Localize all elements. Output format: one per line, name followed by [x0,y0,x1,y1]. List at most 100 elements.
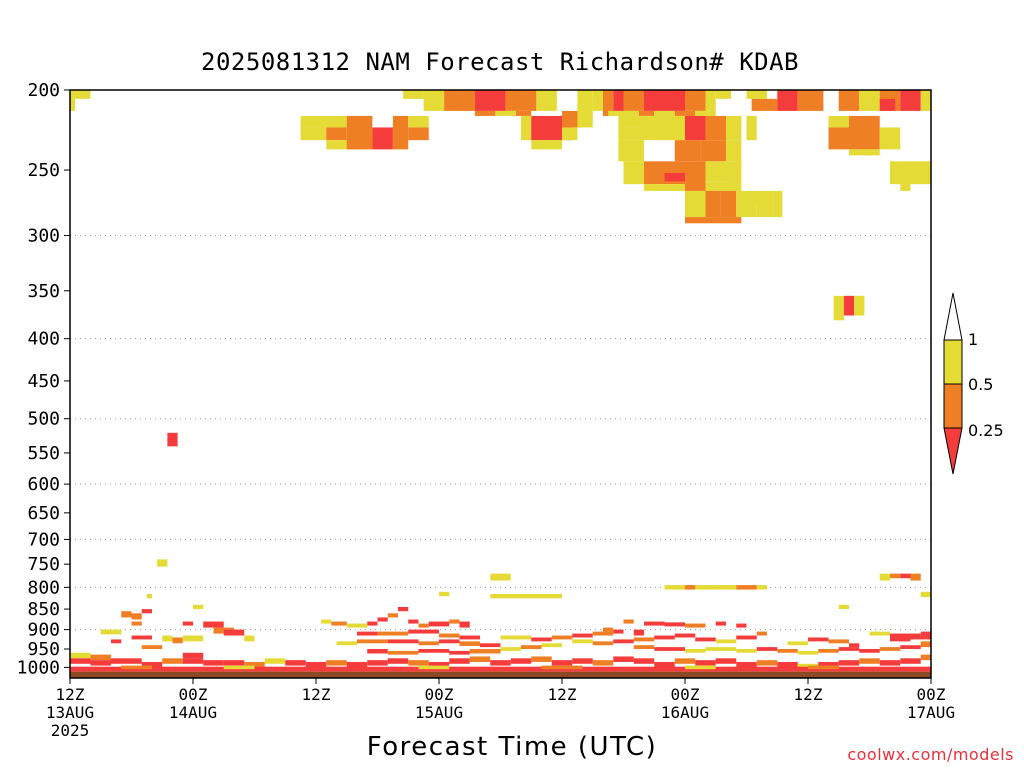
ri-cell-140 [459,621,470,628]
ri-cell-18 [495,110,516,116]
ri-cell-66 [685,217,706,224]
ri-cell-93 [157,559,168,567]
credit-link[interactable]: coolwx.com/models [847,745,1014,764]
ri-cell-157 [469,648,501,654]
legend-label-0: 1 [968,330,978,349]
ri-cell-113 [121,611,132,618]
ri-cell-133 [377,617,388,622]
ri-cell-110 [146,594,152,599]
ri-cell-223 [305,661,327,668]
ri-cell-41 [644,115,685,141]
ri-cell-145 [459,635,480,640]
ri-cell-106 [900,573,911,579]
ri-cell-248 [818,661,839,668]
ri-cell-45 [618,140,644,162]
ri-cell-78 [900,90,921,111]
ri-cell-111 [193,604,204,610]
ytick-label-900: 900 [27,620,60,641]
ri-cell-108 [920,591,931,598]
ri-cell-7 [372,127,393,150]
ri-cell-123 [182,635,204,642]
ri-cell-182 [664,622,685,627]
ytick-label-950: 950 [27,639,60,660]
ri-cell-4 [326,127,347,141]
ri-cell-59 [685,190,706,218]
ri-cell-242 [695,660,716,666]
ri-cell-241 [674,658,696,664]
ri-cell-132 [367,621,378,626]
ri-cell-193 [818,648,839,653]
ri-cell-243 [715,658,737,664]
ytick-label-600: 600 [27,474,60,495]
ri-cell-117 [182,621,193,626]
ri-cell-245 [756,660,778,666]
ri-cell-58 [726,161,742,191]
ri-cell-213 [111,658,142,664]
ri-cell-36 [654,110,675,116]
ri-cell-258 [418,665,450,670]
ri-cell-85 [849,149,880,156]
ri-cell-52 [644,184,665,191]
ri-cell-197 [900,645,921,649]
ri-cell-65 [726,217,742,224]
ri-cell-89 [833,295,844,321]
ri-cell-75 [838,90,860,111]
ri-cell-167 [623,619,634,624]
xtick-label-84-0: 00Z [917,685,946,704]
ri-cell-211 [90,654,111,661]
ri-cell-35 [638,110,655,116]
ri-cell-79 [920,90,931,111]
ri-cell-156 [449,650,470,655]
ri-cell-261 [808,665,839,670]
ri-cell-198 [920,641,931,648]
ri-cell-250 [859,658,880,664]
ytick-label-850: 850 [27,599,60,620]
ri-cell-246 [777,661,798,668]
ytick-label-650: 650 [27,503,60,524]
ri-cell-100 [695,585,716,590]
ri-cell-128 [111,639,122,644]
ri-cell-210 [70,658,91,664]
ri-cell-244 [736,661,757,668]
ri-cell-105 [890,573,901,579]
ri-cell-170 [592,641,614,646]
ri-cell-234 [531,656,552,662]
ri-cell-168 [603,627,614,632]
ri-cell-40 [618,127,644,141]
ri-cell-30 [644,90,685,111]
ytick-label-450: 450 [27,371,60,392]
legend-bin-lt0.25 [943,427,963,475]
surface-band-rect [70,671,931,678]
ri-cell-227 [387,658,409,664]
ri-cell-177 [736,635,757,640]
ri-cell-166 [613,629,624,634]
ri-cell-218 [203,660,224,666]
legend-bin-0.25-0.5 [943,383,963,429]
ri-cell-17 [474,110,496,116]
heatmap-cells [70,90,931,672]
ytick-label-350: 350 [27,281,60,302]
ri-cell-22 [531,140,562,150]
ri-cell-42 [685,115,706,141]
ri-cell-71 [746,90,767,99]
xtick-label-60-1: 16AUG [661,703,709,722]
ri-cell-180 [715,621,726,626]
ri-cell-171 [613,639,634,644]
xtick-label-48-0: 12Z [548,685,577,704]
ri-cell-26 [592,90,603,111]
ytick-label-750: 750 [27,554,60,575]
ri-cell-112 [838,604,849,610]
ri-cell-28 [613,90,624,111]
ri-cell-155 [418,648,450,653]
ri-cell-212 [90,660,111,666]
ri-cell-141 [357,631,378,636]
ri-cell-33 [715,90,732,99]
ri-cell-158 [500,647,521,651]
ri-cell-43 [705,115,726,141]
ri-cell-150 [459,641,480,646]
ri-cell-251 [879,660,901,666]
ri-cell-237 [592,660,614,666]
ri-cell-98 [664,585,685,590]
ri-cell-130 [331,621,347,626]
